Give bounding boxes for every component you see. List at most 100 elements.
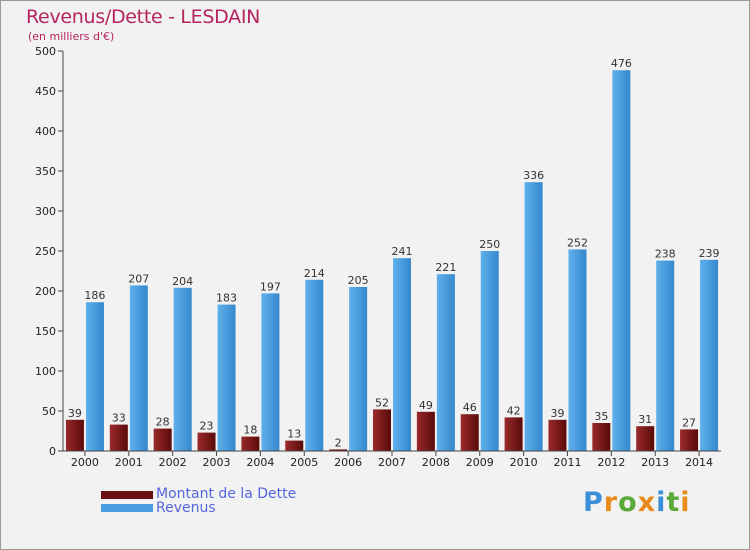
data-label-revenus: 241: [392, 245, 413, 258]
data-label-revenus: 239: [699, 247, 720, 260]
y-tick-label: 450: [35, 85, 56, 98]
x-tick-label: 2000: [71, 456, 99, 469]
x-tick-label: 2012: [597, 456, 625, 469]
data-label-dette: 35: [594, 410, 608, 423]
bar-dette: [636, 426, 655, 451]
x-tick-label: 2005: [290, 456, 318, 469]
x-tick-label: 2002: [159, 456, 187, 469]
bar-dette: [373, 409, 391, 451]
data-label-revenus: 252: [567, 236, 588, 249]
bar-revenus: [217, 304, 236, 451]
bar-revenus: [612, 70, 631, 451]
y-tick-label: 500: [35, 45, 56, 58]
bar-revenus: [524, 182, 543, 451]
x-tick-label: 2011: [553, 456, 581, 469]
bar-dette: [548, 419, 567, 451]
data-label-dette: 27: [682, 416, 696, 429]
data-label-dette: 49: [419, 399, 433, 412]
x-tick-label: 2014: [685, 456, 713, 469]
bar-revenus: [656, 260, 675, 451]
bar-dette: [592, 423, 611, 451]
bar-revenus: [393, 258, 411, 451]
legend-swatch-revenus: [101, 504, 153, 512]
y-tick-label: 200: [35, 285, 56, 298]
data-label-dette: 46: [463, 401, 477, 414]
bar-revenus: [129, 285, 148, 451]
data-label-dette: 31: [638, 413, 652, 426]
logo-letter: i: [680, 487, 691, 518]
data-label-revenus: 183: [216, 292, 237, 305]
x-tick-label: 2013: [641, 456, 669, 469]
logo-letter: i: [656, 487, 667, 518]
bar-dette: [416, 411, 435, 451]
data-label-revenus: 238: [655, 248, 676, 261]
data-label-dette: 28: [156, 416, 170, 429]
bar-revenus: [349, 287, 368, 451]
data-label-revenus: 205: [348, 274, 369, 287]
x-tick-label: 2003: [203, 456, 231, 469]
logo-letter: r: [603, 487, 619, 518]
data-label-revenus: 197: [260, 280, 281, 293]
y-tick-label: 50: [42, 405, 56, 418]
legend-swatch-dette: [101, 491, 153, 499]
data-label-revenus: 221: [435, 261, 456, 274]
proxiti-logo: Proxiti: [583, 487, 691, 518]
data-label-dette: 18: [243, 424, 257, 437]
data-label-revenus: 336: [523, 169, 544, 182]
data-label-revenus: 250: [479, 238, 500, 251]
labels-layer: 0 50 100 150 200 250 300 350 400 450 500 39 186 2000 3…: [35, 45, 720, 469]
bar-revenus: [261, 293, 280, 451]
bar-dette: [153, 428, 172, 451]
x-tick-label: 2010: [510, 456, 538, 469]
x-tick-label: 2001: [115, 456, 143, 469]
bar-dette: [504, 417, 523, 451]
x-tick-label: 2007: [378, 456, 406, 469]
data-label-dette: 39: [550, 407, 564, 420]
bar-dette: [241, 436, 260, 451]
data-label-dette: 42: [507, 404, 521, 417]
data-label-revenus: 214: [304, 267, 325, 280]
logo-letter: x: [637, 487, 657, 518]
bars-layer: [65, 70, 719, 451]
bar-dette: [65, 419, 84, 451]
data-label-revenus: 186: [84, 289, 105, 302]
legend-label-dette: Montant de la Dette: [156, 486, 297, 502]
logo-letter: t: [666, 487, 681, 518]
y-tick-label: 350: [35, 165, 56, 178]
bar-dette: [680, 429, 699, 451]
y-tick-label: 400: [35, 125, 56, 138]
data-label-dette: 2: [335, 436, 342, 449]
bar-revenus: [173, 287, 192, 451]
legend-label-revenus: Revenus: [156, 500, 216, 516]
data-label-dette: 23: [200, 420, 214, 433]
y-tick-label: 0: [49, 445, 56, 458]
y-tick-label: 100: [35, 365, 56, 378]
bar-revenus: [85, 302, 104, 451]
bar-revenus: [305, 279, 324, 451]
bar-revenus: [568, 249, 587, 451]
x-tick-label: 2006: [334, 456, 362, 469]
bar-dette: [460, 414, 479, 451]
bar-revenus: [480, 251, 499, 451]
y-tick-label: 250: [35, 245, 56, 258]
bar-dette: [285, 440, 304, 451]
data-label-revenus: 207: [128, 272, 149, 285]
axes-layer: [58, 50, 721, 456]
x-tick-label: 2004: [246, 456, 274, 469]
data-label-dette: 39: [68, 407, 82, 420]
chart-subtitle: (en milliers d'€): [28, 30, 115, 43]
bar-dette: [197, 432, 216, 451]
y-tick-label: 150: [35, 325, 56, 338]
logo-letter: o: [618, 487, 638, 518]
bar-dette: [109, 424, 128, 451]
x-tick-label: 2008: [422, 456, 450, 469]
data-label-dette: 33: [112, 412, 126, 425]
chart-title: Revenus/Dette - LESDAIN: [26, 6, 261, 28]
bar-dette: [329, 449, 348, 451]
data-label-revenus: 204: [172, 275, 193, 288]
y-tick-label: 300: [35, 205, 56, 218]
data-label-dette: 52: [375, 396, 389, 409]
x-tick-label: 2009: [466, 456, 494, 469]
